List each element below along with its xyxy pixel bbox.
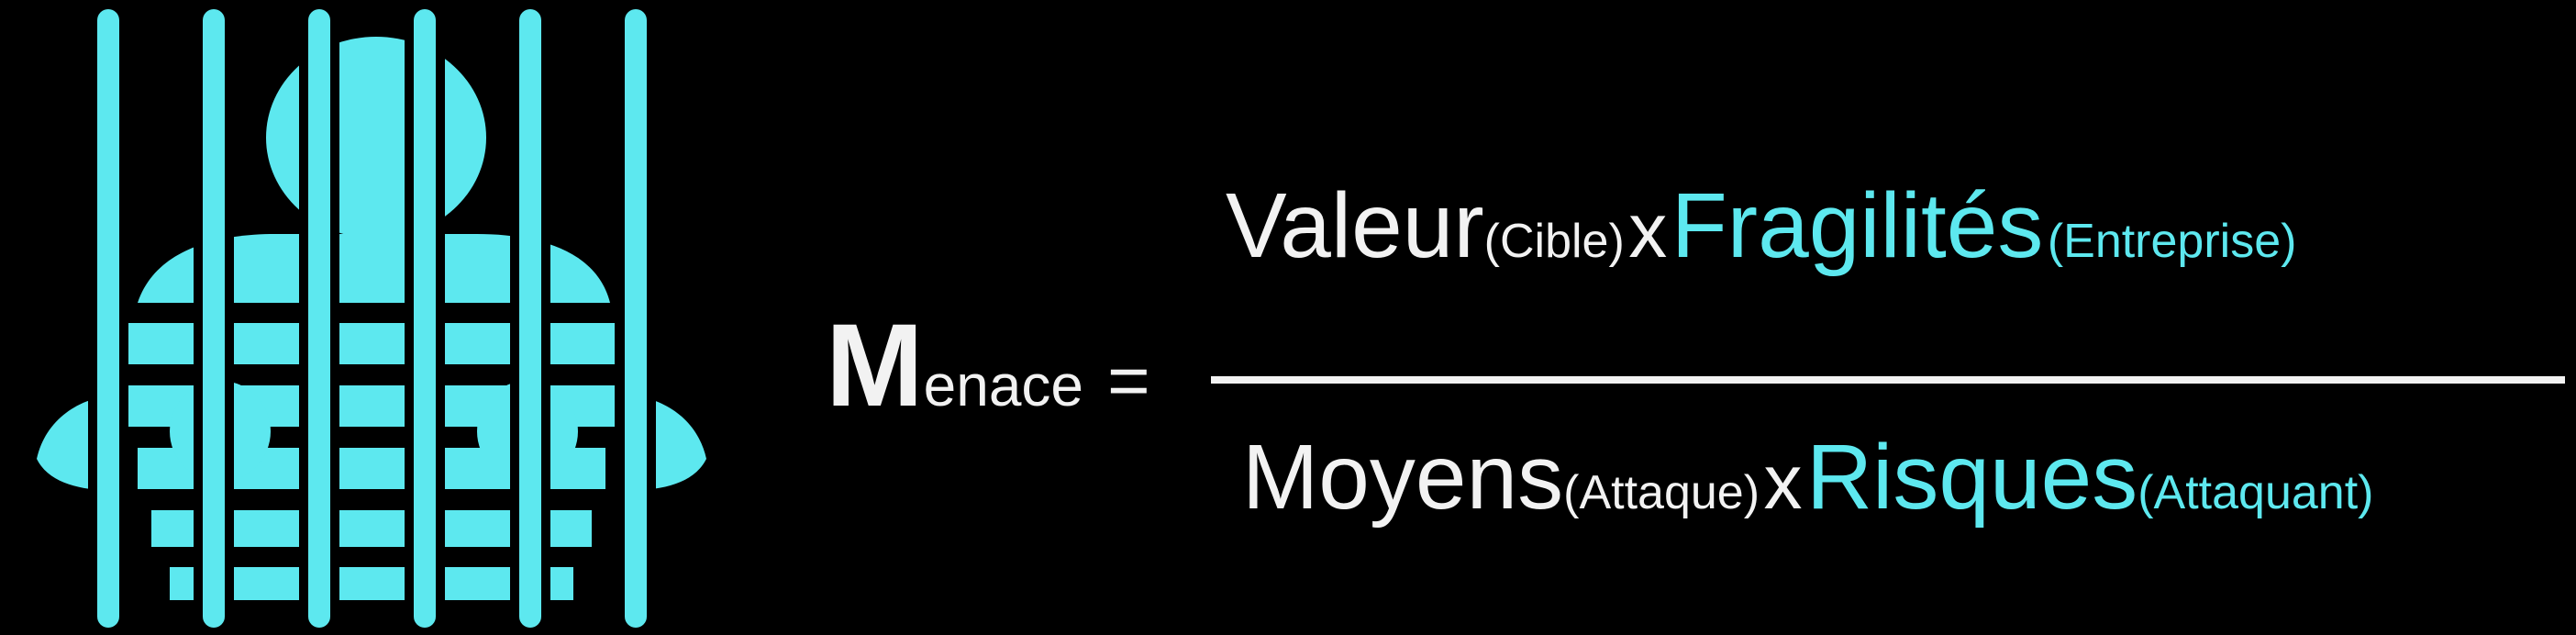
denominator-operator: x: [1763, 439, 1803, 525]
denominator-term2-sub: (Attaquant): [2137, 466, 2374, 519]
formula-denominator: Moyens(Attaque) x Risques(Attaquant): [1242, 431, 2374, 523]
numerator-term1-sub: (Cible): [1483, 215, 1625, 268]
fraction-bar: [1211, 376, 2565, 384]
denominator-term1: Moyens: [1242, 426, 1564, 529]
equals-sign: =: [1107, 340, 1150, 421]
numerator-term1: Valeur: [1226, 174, 1484, 277]
denominator-term1-sub: (Attaque): [1563, 466, 1760, 519]
formula-word-rest: enace: [923, 352, 1083, 418]
numerator-operator: x: [1628, 187, 1668, 273]
stripe-5: [170, 567, 573, 600]
prisoner-behind-bars-icon: [37, 0, 706, 635]
formula-initial: M: [826, 300, 924, 431]
denominator-term2: Risques: [1805, 426, 2138, 529]
prisoner-shoulders: [138, 234, 610, 303]
numerator-term2-sub: (Entreprise): [2047, 215, 2297, 268]
formula-numerator: Valeur(Cible) x Fragilités (Entreprise): [1226, 180, 2296, 272]
menace-formula: Menace = Valeur(Cible) x Fragilités (Entr…: [826, 0, 2576, 635]
formula-left-side: Menace =: [826, 307, 1150, 425]
numerator-term2: Fragilités: [1671, 174, 2044, 277]
